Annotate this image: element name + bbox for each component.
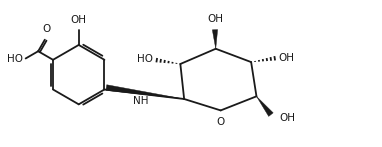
Text: HO: HO [137, 54, 153, 64]
Text: HO: HO [7, 54, 23, 64]
Polygon shape [256, 96, 273, 116]
Text: OH: OH [279, 113, 295, 123]
Text: OH: OH [278, 52, 295, 62]
Text: OH: OH [71, 15, 87, 25]
Text: O: O [217, 117, 225, 127]
Polygon shape [212, 30, 218, 49]
Polygon shape [106, 85, 184, 99]
Text: NH: NH [133, 96, 149, 106]
Text: OH: OH [207, 14, 223, 24]
Text: O: O [42, 24, 50, 34]
